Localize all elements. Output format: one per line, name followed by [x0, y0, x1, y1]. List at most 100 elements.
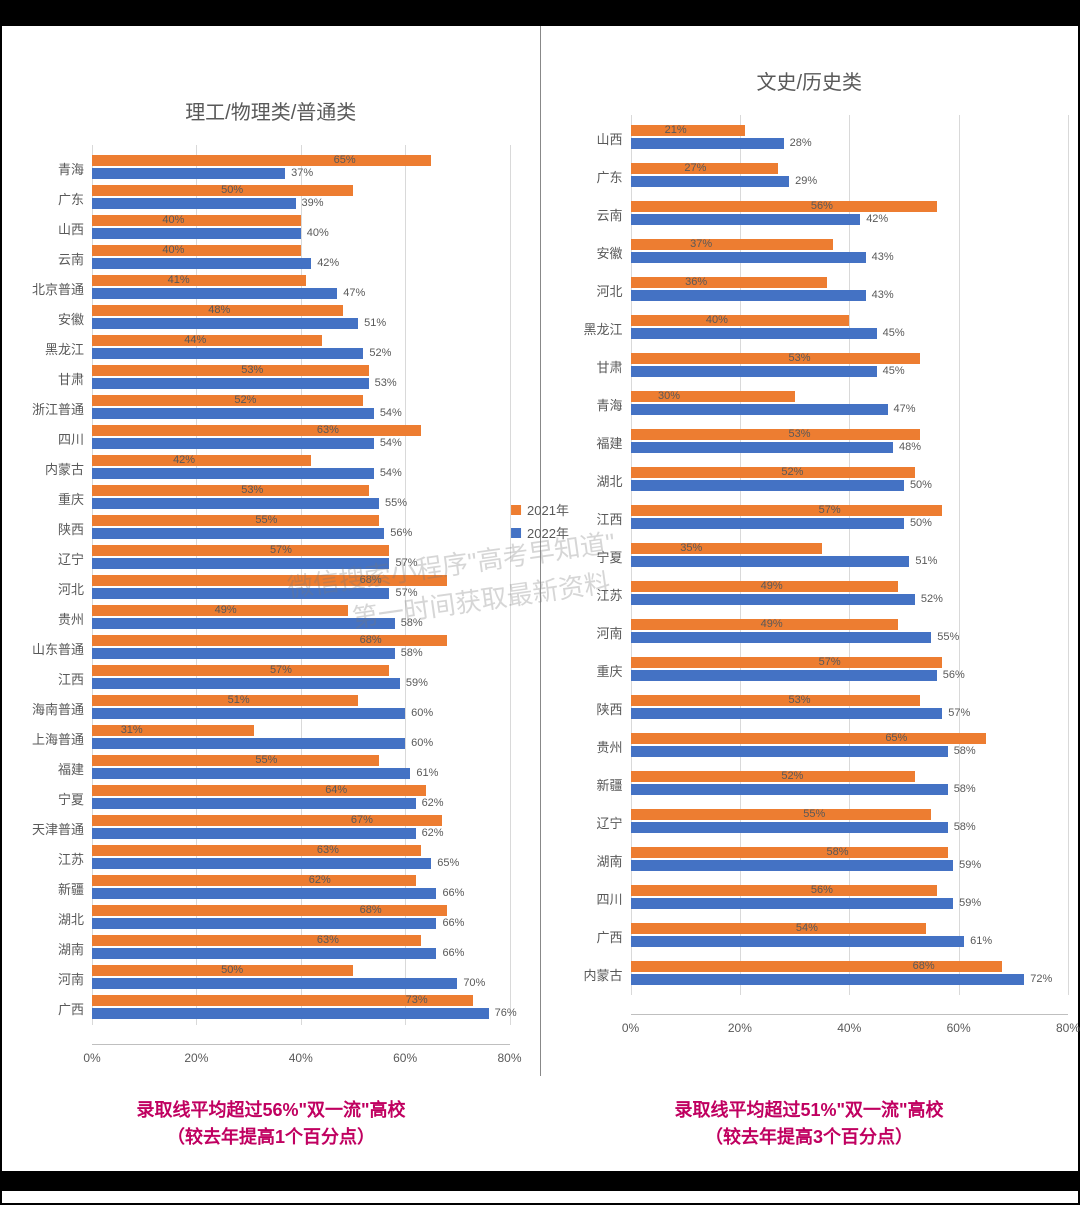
- bar-2021: 57%: [631, 505, 943, 516]
- left-chart-title: 理工/物理类/普通类: [2, 96, 540, 125]
- bar-2022: 58%: [92, 618, 395, 629]
- category-label: 重庆: [12, 489, 92, 508]
- legend-center-2022: 2022年: [511, 523, 569, 542]
- legend-center-swatch-2021: [511, 505, 521, 515]
- bar-2021: 53%: [92, 485, 369, 496]
- bar-value-2022: 37%: [291, 167, 313, 179]
- bar-value-2022: 70%: [463, 977, 485, 989]
- bar-value-2022: 42%: [866, 213, 888, 225]
- bar-value-2022: 58%: [401, 617, 423, 629]
- bar-2021: 36%: [631, 277, 828, 288]
- x-tick-label: 40%: [837, 1021, 861, 1035]
- legend-center-label-2021: 2021年: [527, 500, 569, 519]
- category-label: 宁夏: [12, 789, 92, 808]
- bar-2021: 55%: [92, 515, 379, 526]
- bar-value-2021: 68%: [360, 904, 382, 916]
- bar-2021: 63%: [92, 935, 421, 946]
- bar-2022: 50%: [631, 518, 904, 529]
- bar-2021: 63%: [92, 425, 421, 436]
- bar-value-2022: 59%: [959, 859, 981, 871]
- bar-2022: 62%: [92, 828, 416, 839]
- x-tick-label: 80%: [1056, 1021, 1080, 1035]
- bar-2022: 56%: [92, 528, 384, 539]
- right-caption-line2: （较去年提高3个百分点）: [540, 1124, 1078, 1151]
- bar-2021: 53%: [631, 429, 921, 440]
- bar-value-2022: 50%: [910, 517, 932, 529]
- bar-2022: 43%: [631, 252, 866, 263]
- bar-2022: 51%: [92, 318, 358, 329]
- x-tick-label: 0%: [83, 1051, 100, 1065]
- bar-value-2021: 36%: [685, 276, 707, 288]
- bar-2021: 27%: [631, 163, 779, 174]
- category-label: 新疆: [551, 775, 631, 794]
- category-label: 湖北: [12, 909, 92, 928]
- x-tick-label: 60%: [393, 1051, 417, 1065]
- bar-value-2022: 60%: [411, 737, 433, 749]
- bar-value-2021: 50%: [221, 184, 243, 196]
- bar-2021: 57%: [92, 665, 389, 676]
- bar-2022: 61%: [92, 768, 410, 779]
- bar-2022: 42%: [631, 214, 861, 225]
- bar-2021: 30%: [631, 391, 795, 402]
- bar-2021: 41%: [92, 275, 306, 286]
- bar-2022: 52%: [631, 594, 915, 605]
- bar-2022: 57%: [92, 558, 389, 569]
- category-label: 黑龙江: [551, 319, 631, 338]
- bar-2021: 68%: [92, 635, 447, 646]
- category-label: 福建: [12, 759, 92, 778]
- bar-2022: 39%: [92, 198, 296, 209]
- legend-center: 2021年 2022年: [511, 496, 569, 546]
- bar-value-2022: 61%: [970, 935, 992, 947]
- category-label: 湖南: [551, 851, 631, 870]
- bar-2022: 40%: [92, 228, 301, 239]
- bar-2021: 55%: [92, 755, 379, 766]
- bar-value-2021: 52%: [234, 394, 256, 406]
- bar-2021: 31%: [92, 725, 254, 736]
- right-plot-area: 2021年 2022年 0%20%40%60%80%山西21%28%广东27%2…: [631, 115, 1069, 1035]
- bar-2022: 76%: [92, 1008, 489, 1019]
- bar-2021: 68%: [92, 905, 447, 916]
- bar-value-2022: 52%: [369, 347, 391, 359]
- bar-2022: 62%: [92, 798, 416, 809]
- bar-value-2021: 53%: [789, 352, 811, 364]
- category-label: 广东: [551, 167, 631, 186]
- bar-2022: 57%: [631, 708, 943, 719]
- bar-2021: 65%: [92, 155, 431, 166]
- category-label: 山东普通: [12, 639, 92, 658]
- bar-value-2022: 62%: [422, 797, 444, 809]
- category-label: 辽宁: [551, 813, 631, 832]
- bar-value-2022: 43%: [872, 251, 894, 263]
- bar-2022: 59%: [631, 860, 954, 871]
- category-label: 浙江普通: [12, 399, 92, 418]
- left-caption-line2: （较去年提高1个百分点）: [2, 1124, 540, 1151]
- bar-2022: 55%: [92, 498, 379, 509]
- category-label: 黑龙江: [12, 339, 92, 358]
- bar-value-2022: 58%: [954, 783, 976, 795]
- bar-value-2022: 66%: [442, 947, 464, 959]
- bar-2021: 52%: [631, 771, 915, 782]
- bar-2022: 45%: [631, 366, 877, 377]
- bar-2022: 56%: [631, 670, 937, 681]
- bar-2021: 54%: [631, 923, 926, 934]
- bar-2022: 52%: [92, 348, 363, 359]
- bar-2021: 55%: [631, 809, 932, 820]
- bar-value-2022: 48%: [899, 441, 921, 453]
- bar-2022: 58%: [92, 648, 395, 659]
- bar-2022: 59%: [92, 678, 400, 689]
- bar-value-2022: 66%: [442, 917, 464, 929]
- category-label: 贵州: [12, 609, 92, 628]
- bar-value-2021: 56%: [811, 884, 833, 896]
- bar-value-2021: 73%: [406, 994, 428, 1006]
- bar-value-2021: 53%: [789, 694, 811, 706]
- bar-value-2022: 45%: [883, 327, 905, 339]
- bar-value-2022: 57%: [395, 557, 417, 569]
- bar-value-2022: 42%: [317, 257, 339, 269]
- bar-value-2022: 61%: [416, 767, 438, 779]
- bar-value-2021: 64%: [325, 784, 347, 796]
- bar-value-2022: 57%: [948, 707, 970, 719]
- bar-value-2021: 31%: [121, 724, 143, 736]
- bar-value-2022: 47%: [894, 403, 916, 415]
- category-label: 北京普通: [12, 279, 92, 298]
- bar-2022: 54%: [92, 408, 374, 419]
- bar-value-2021: 68%: [913, 960, 935, 972]
